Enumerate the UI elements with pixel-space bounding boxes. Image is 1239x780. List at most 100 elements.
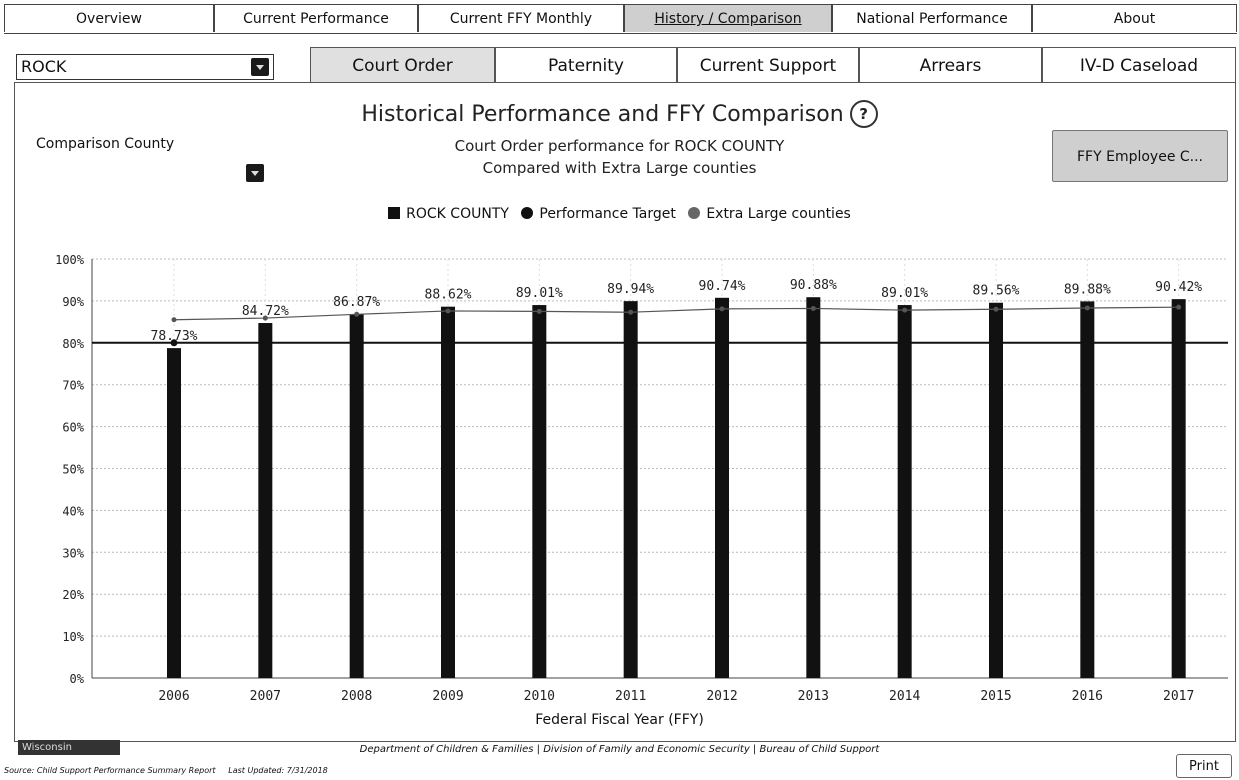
tab-about[interactable]: About xyxy=(1032,4,1237,32)
comparison-county-label: Comparison County xyxy=(36,136,175,152)
footer-updated-text: Last Updated: 7/31/2018 xyxy=(228,766,328,775)
subtab-paternity[interactable]: Paternity xyxy=(495,47,677,83)
bar xyxy=(715,297,729,678)
chevron-down-icon[interactable] xyxy=(251,58,269,76)
footer-source-text: Source: Child Support Performance Summar… xyxy=(4,766,216,775)
group-point xyxy=(902,307,908,313)
footer-source: Source: Child Support Performance Summar… xyxy=(4,766,328,775)
bar xyxy=(532,305,547,678)
x-tick-label: 2016 xyxy=(1072,689,1103,704)
legend-label-target: Performance Target xyxy=(539,206,676,222)
data-label: 89.94% xyxy=(607,282,654,297)
county-select-value: ROCK xyxy=(21,57,67,76)
y-tick-label: 60% xyxy=(62,421,84,435)
comparison-chevron-down-icon[interactable] xyxy=(246,164,264,182)
bar xyxy=(1171,299,1186,678)
wisconsin-logo: Wisconsin xyxy=(18,740,120,755)
footer-departments: Department of Children & Families | Divi… xyxy=(359,744,880,755)
x-tick-label: 2011 xyxy=(615,689,646,704)
data-label: 89.01% xyxy=(881,286,928,301)
x-axis-title: Federal Fiscal Year (FFY) xyxy=(535,712,704,728)
data-label: 84.72% xyxy=(242,304,289,319)
x-tick-label: 2008 xyxy=(341,689,372,704)
subtab-arrears[interactable]: Arrears xyxy=(859,47,1042,83)
chart-panel xyxy=(14,82,1236,742)
legend-item-group[interactable]: Extra Large counties xyxy=(688,206,851,222)
legend-swatch-target xyxy=(521,207,534,219)
x-tick-label: 2010 xyxy=(524,689,555,704)
group-point xyxy=(1176,304,1182,310)
bar xyxy=(989,302,1003,678)
print-button[interactable]: Print xyxy=(1176,754,1232,778)
legend-item-county[interactable]: ROCK COUNTY xyxy=(388,206,509,222)
x-tick-label: 2012 xyxy=(706,689,737,704)
group-point xyxy=(993,306,999,312)
data-label: 78.73% xyxy=(151,329,198,344)
help-icon[interactable]: ? xyxy=(849,100,878,128)
nav-divider xyxy=(4,33,1237,34)
bar xyxy=(806,297,821,678)
group-point xyxy=(536,308,542,314)
group-point xyxy=(719,306,725,312)
subtab-ivd-caseload[interactable]: IV-D Caseload xyxy=(1042,47,1236,83)
bar xyxy=(258,323,273,678)
bar xyxy=(167,348,181,678)
data-label: 86.87% xyxy=(333,295,380,310)
x-tick-label: 2014 xyxy=(889,689,920,704)
tab-history-comparison[interactable]: History / Comparison xyxy=(624,4,832,32)
x-tick-label: 2015 xyxy=(980,689,1011,704)
target-point xyxy=(170,339,178,347)
legend-item-target[interactable]: Performance Target xyxy=(521,206,676,222)
legend-label-county: ROCK COUNTY xyxy=(406,206,509,222)
county-select[interactable]: ROCK xyxy=(16,54,274,80)
page-title-text: Historical Performance and FFY Compariso… xyxy=(361,102,844,127)
bar xyxy=(1080,301,1095,678)
group-line xyxy=(173,306,1179,321)
y-tick-label: 10% xyxy=(62,630,84,644)
y-tick-label: 80% xyxy=(62,337,84,351)
tab-overview[interactable]: Overview xyxy=(4,4,214,32)
data-label: 90.88% xyxy=(790,278,837,293)
data-label: 88.62% xyxy=(425,288,472,303)
legend-swatch-county xyxy=(388,207,401,219)
y-tick-label: 20% xyxy=(62,588,84,602)
data-label: 89.01% xyxy=(516,286,563,301)
subtab-court-order[interactable]: Court Order xyxy=(310,47,495,83)
legend-swatch-group xyxy=(688,207,701,219)
chart-subtitle-1: Court Order performance for ROCK COUNTY xyxy=(454,137,785,155)
y-tick-label: 30% xyxy=(62,546,84,560)
x-tick-label: 2006 xyxy=(158,689,189,704)
group-point xyxy=(628,309,634,315)
bar xyxy=(623,301,638,678)
y-tick-label: 40% xyxy=(62,504,84,518)
x-tick-label: 2007 xyxy=(250,689,281,704)
y-tick-label: 90% xyxy=(62,295,84,309)
bar xyxy=(349,314,364,678)
bar xyxy=(441,306,455,678)
ffy-employee-button[interactable]: FFY Employee C... xyxy=(1052,130,1228,182)
tab-national-performance[interactable]: National Performance xyxy=(832,4,1032,32)
x-tick-label: 2017 xyxy=(1163,689,1194,704)
group-point xyxy=(262,315,268,321)
chart-legend: ROCK COUNTY Performance Target Extra Lar… xyxy=(0,206,1239,222)
group-point xyxy=(171,317,177,323)
subtab-current-support[interactable]: Current Support xyxy=(677,47,859,83)
page-title: Historical Performance and FFY Compariso… xyxy=(0,100,1239,128)
y-tick-label: 70% xyxy=(62,379,84,393)
group-point xyxy=(445,308,451,314)
legend-label-group: Extra Large counties xyxy=(706,206,851,222)
group-point xyxy=(354,311,360,317)
tab-current-ffy-monthly[interactable]: Current FFY Monthly xyxy=(418,4,624,32)
data-label: 90.74% xyxy=(699,279,746,294)
chart-subtitle-2: Compared with Extra Large counties xyxy=(482,159,757,177)
tab-current-performance[interactable]: Current Performance xyxy=(214,4,418,32)
data-label: 89.56% xyxy=(973,284,1020,299)
group-point xyxy=(1084,305,1090,311)
x-tick-label: 2013 xyxy=(798,689,829,704)
data-label: 89.88% xyxy=(1064,282,1111,297)
top-nav: Overview Current Performance Current FFY… xyxy=(4,4,1237,34)
data-label: 90.42% xyxy=(1155,280,1202,295)
y-tick-label: 50% xyxy=(62,463,84,477)
y-tick-label: 100% xyxy=(55,253,85,267)
